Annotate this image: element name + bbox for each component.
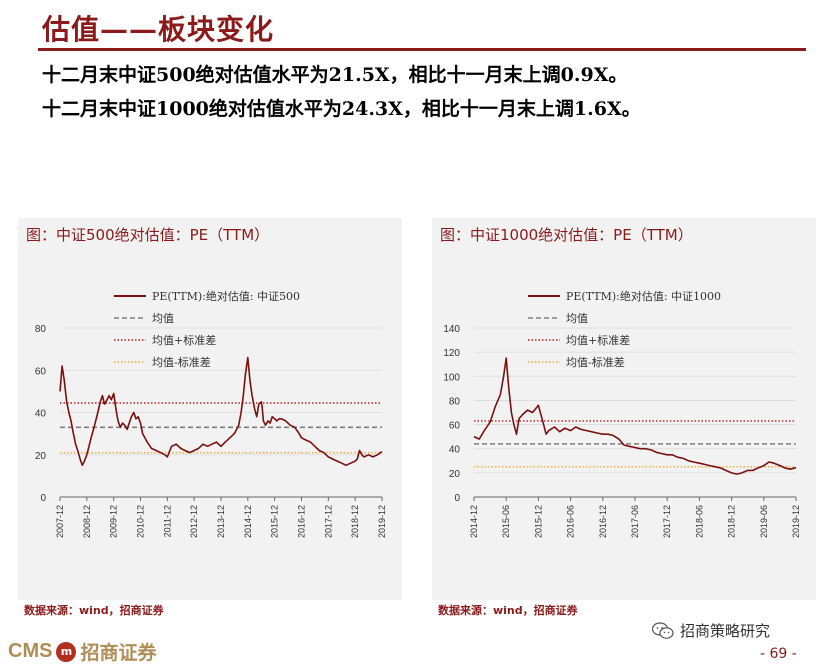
chart-panel-csi1000: 图：中证1000绝对估值：PE（TTM） 0 20 40 60 80 100 120 140 2… <box>432 218 816 600</box>
chart-csi500: 0 20 40 60 80 2007-12 2008-12 2009-12 2010-12 201… <box>35 289 387 538</box>
legend-label: PE(TTM):绝对估值: 中证500 <box>152 289 300 303</box>
legend-label: 均值 <box>152 312 174 325</box>
chart-panel-csi500: 图：中证500绝对估值：PE（TTM） 0 20 40 60 80 2007-12 2008… <box>18 218 402 600</box>
logo-chinese: 招商证券 <box>80 642 157 664</box>
x-tick-label: 2014-12 <box>243 505 253 538</box>
wechat-label: 招商策略研究 <box>680 622 771 640</box>
x-tick-label: 2019-12 <box>377 505 387 538</box>
y-tick-label: 80 <box>449 396 461 407</box>
x-tick-label: 2018-06 <box>694 505 704 538</box>
x-tick-label: 2017-06 <box>630 505 640 538</box>
legend-label: 均值-标准差 <box>152 355 211 369</box>
chart-title: 图：中证500绝对估值：PE（TTM） <box>26 226 270 244</box>
x-tick-label: 2017-12 <box>323 505 333 538</box>
lead-line-csi1000: 十二月末中证1000绝对估值水平为24.3X，相比十一月末上调1.6X。 <box>42 98 641 120</box>
x-tick-label: 2007-12 <box>55 505 65 538</box>
legend-label: 均值-标准差 <box>566 355 625 369</box>
x-tick-label: 2018-12 <box>727 505 737 538</box>
x-tick-label: 2015-12 <box>270 505 280 538</box>
x-tick-label: 2016-06 <box>566 505 576 538</box>
x-tick-label: 2010-12 <box>136 505 146 538</box>
x-tick-label: 2012-12 <box>189 505 199 538</box>
logo-latin: CMS <box>8 640 53 662</box>
page-number: - 69 - <box>760 646 797 662</box>
source-note: 数据来源：wind，招商证券 <box>24 604 164 617</box>
wechat-account: 招商策略研究 <box>652 620 770 641</box>
chart-title: 图：中证1000绝对估值：PE（TTM） <box>440 226 693 244</box>
chart-csi1000: 0 20 40 60 80 100 120 140 2014-12 2015-06 2015-12 2… <box>443 289 801 538</box>
legend-label: 均值+标准差 <box>566 333 630 347</box>
source-note: 数据来源：wind，招商证券 <box>438 604 578 617</box>
x-tick-label: 2011-12 <box>162 505 172 537</box>
x-tick-label: 2015-06 <box>501 505 511 538</box>
y-tick-label: 140 <box>443 324 460 335</box>
wechat-icon <box>652 621 674 639</box>
legend-label: 均值+标准差 <box>152 333 216 347</box>
company-logo: CMS m 招商证券 <box>8 638 156 665</box>
x-tick-label: 2008-12 <box>82 505 92 538</box>
y-tick-label: 20 <box>35 451 47 462</box>
x-tick-label: 2016-12 <box>297 505 307 538</box>
y-tick-label: 20 <box>449 469 461 480</box>
pe-series-line <box>59 356 383 467</box>
x-tick-label: 2019-12 <box>791 505 801 538</box>
legend-label: 均值 <box>566 312 588 325</box>
pe-series-line <box>473 357 797 475</box>
y-tick-label: 0 <box>40 493 46 504</box>
y-tick-label: 40 <box>449 445 461 456</box>
x-tick-label: 2019-06 <box>759 505 769 538</box>
y-tick-label: 80 <box>35 324 47 335</box>
x-tick-label: 2018-12 <box>350 505 360 538</box>
page-title: 估值——板块变化 <box>42 13 275 46</box>
x-tick-label: 2014-12 <box>469 505 479 538</box>
y-tick-label: 100 <box>443 372 460 383</box>
x-tick-label: 2017-12 <box>662 505 672 538</box>
y-tick-label: 60 <box>35 366 47 377</box>
x-tick-label: 2016-12 <box>598 505 608 538</box>
title-divider <box>38 48 806 51</box>
y-tick-label: 60 <box>449 421 461 432</box>
logo-mark-icon: m <box>56 641 77 662</box>
y-tick-label: 120 <box>443 348 460 359</box>
legend-label: PE(TTM):绝对估值: 中证1000 <box>566 289 721 303</box>
x-tick-label: 2015-12 <box>533 505 543 538</box>
y-tick-label: 40 <box>35 409 47 420</box>
x-tick-label: 2009-12 <box>109 505 119 538</box>
x-tick-label: 2013-12 <box>216 505 226 538</box>
lead-line-csi500: 十二月末中证500绝对估值水平为21.5X，相比十一月末上调0.9X。 <box>42 64 628 86</box>
y-tick-label: 0 <box>454 493 460 504</box>
